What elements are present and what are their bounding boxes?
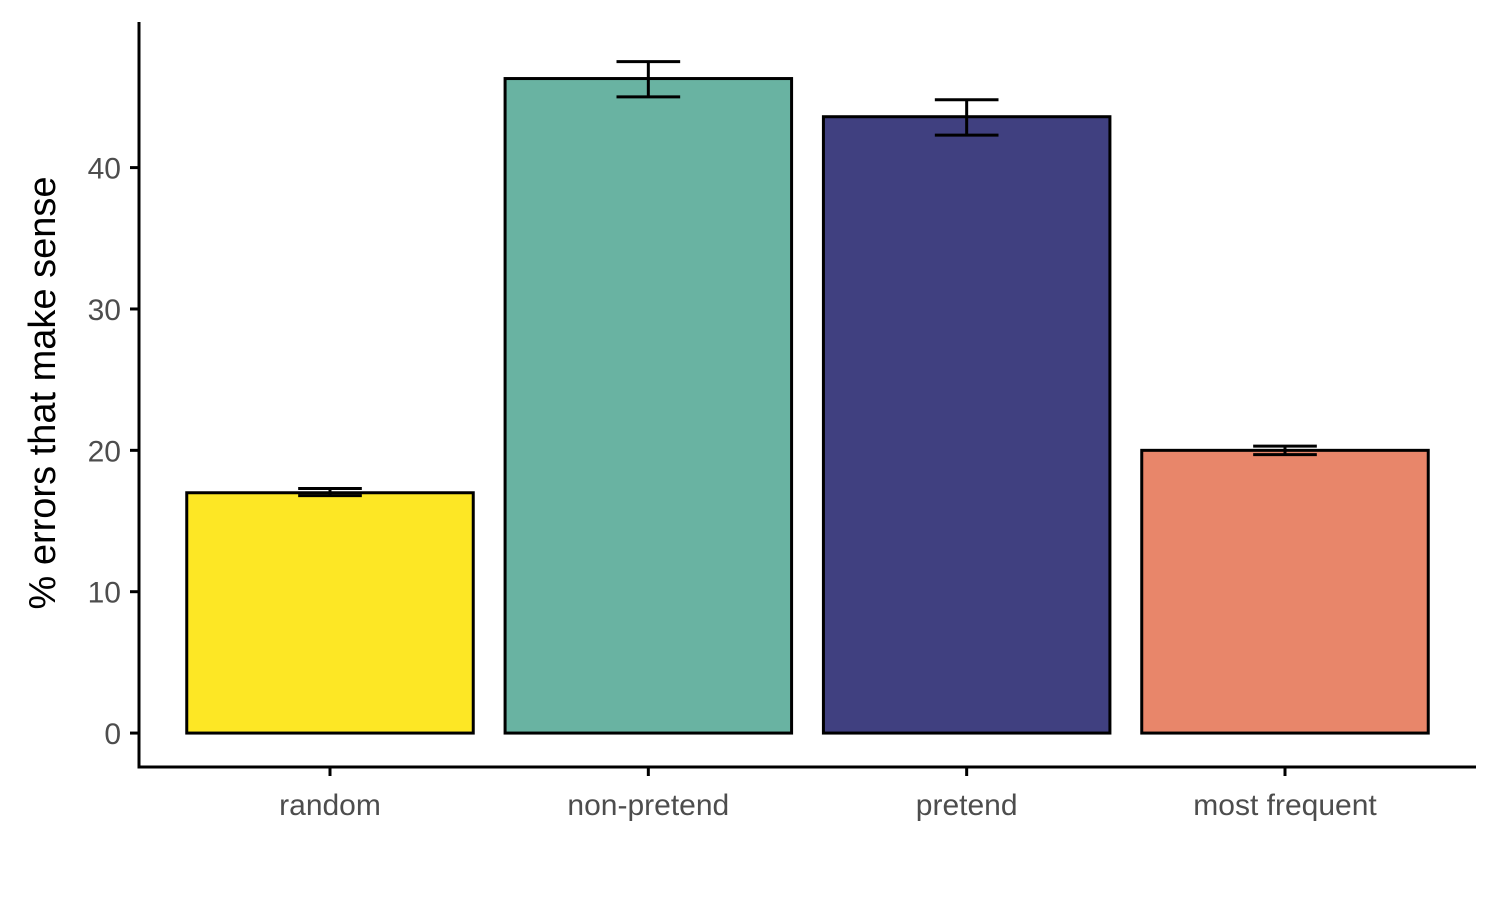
error-bar-random	[298, 487, 362, 498]
x-tick-label: non-pretend	[567, 789, 729, 822]
axes-group: random non-pretend pretend most frequent 0 10…	[88, 22, 1476, 822]
x-tick-label: most frequent	[1193, 789, 1377, 822]
y-tick-label: 20	[88, 435, 121, 468]
error-bar-pretend	[934, 98, 999, 137]
y-tick-label: 10	[88, 577, 121, 610]
bar-random	[185, 491, 475, 735]
y-axis-title: % errors that make sense	[22, 177, 64, 610]
bars-group	[185, 77, 1430, 735]
bar-non-pretend	[503, 77, 794, 735]
bar-pretend	[821, 115, 1112, 735]
error-bars-group	[298, 60, 1317, 498]
y-tick-label: 40	[88, 153, 121, 186]
bar-most-frequent	[1140, 448, 1430, 735]
x-tick-label: random	[279, 789, 381, 822]
y-tick-label: 30	[88, 294, 121, 327]
error-bar-most-frequent	[1253, 444, 1317, 457]
error-bar-non-pretend	[616, 60, 681, 99]
x-tick-label: pretend	[916, 789, 1018, 822]
y-tick-label: 0	[104, 718, 121, 751]
